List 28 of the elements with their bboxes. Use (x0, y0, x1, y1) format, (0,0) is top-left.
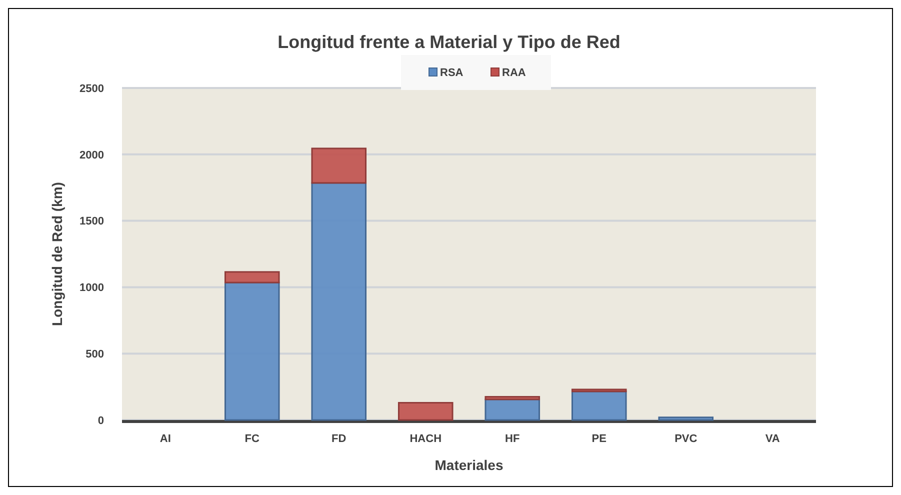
legend-label: RAA (502, 67, 526, 79)
bar (571, 390, 627, 421)
x-tick-label: HF (505, 433, 520, 445)
x-tick-label: AI (160, 433, 171, 445)
bar (484, 396, 540, 400)
y-tick-label: 1500 (80, 216, 104, 228)
bar (398, 402, 454, 421)
x-tick-label: VA (765, 433, 780, 445)
y-tick-label: 2500 (80, 82, 104, 95)
x-tick-label: PE (592, 433, 606, 445)
y-axis-title: Longitud de Red (km) (49, 182, 65, 326)
x-axis-title: Materiales (434, 457, 504, 473)
x-tick-label: PVC (674, 433, 698, 445)
y-tick-label: 1000 (80, 282, 104, 294)
x-tick-label: FC (244, 433, 260, 445)
chart-title: Longitud frente a Material y Tipo de Red (278, 32, 620, 52)
x-tick-label: FD (332, 433, 346, 445)
bar (224, 271, 280, 284)
y-tick-label: 0 (98, 414, 104, 427)
bar (658, 416, 714, 421)
y-tick-label: 2000 (80, 149, 104, 162)
bar (484, 398, 540, 421)
x-tick-label: HACH (410, 433, 442, 445)
bar (311, 148, 367, 184)
bar (224, 282, 280, 421)
legend-label: RSA (440, 67, 464, 79)
bar (311, 182, 367, 421)
y-tick-label: 500 (86, 348, 104, 360)
